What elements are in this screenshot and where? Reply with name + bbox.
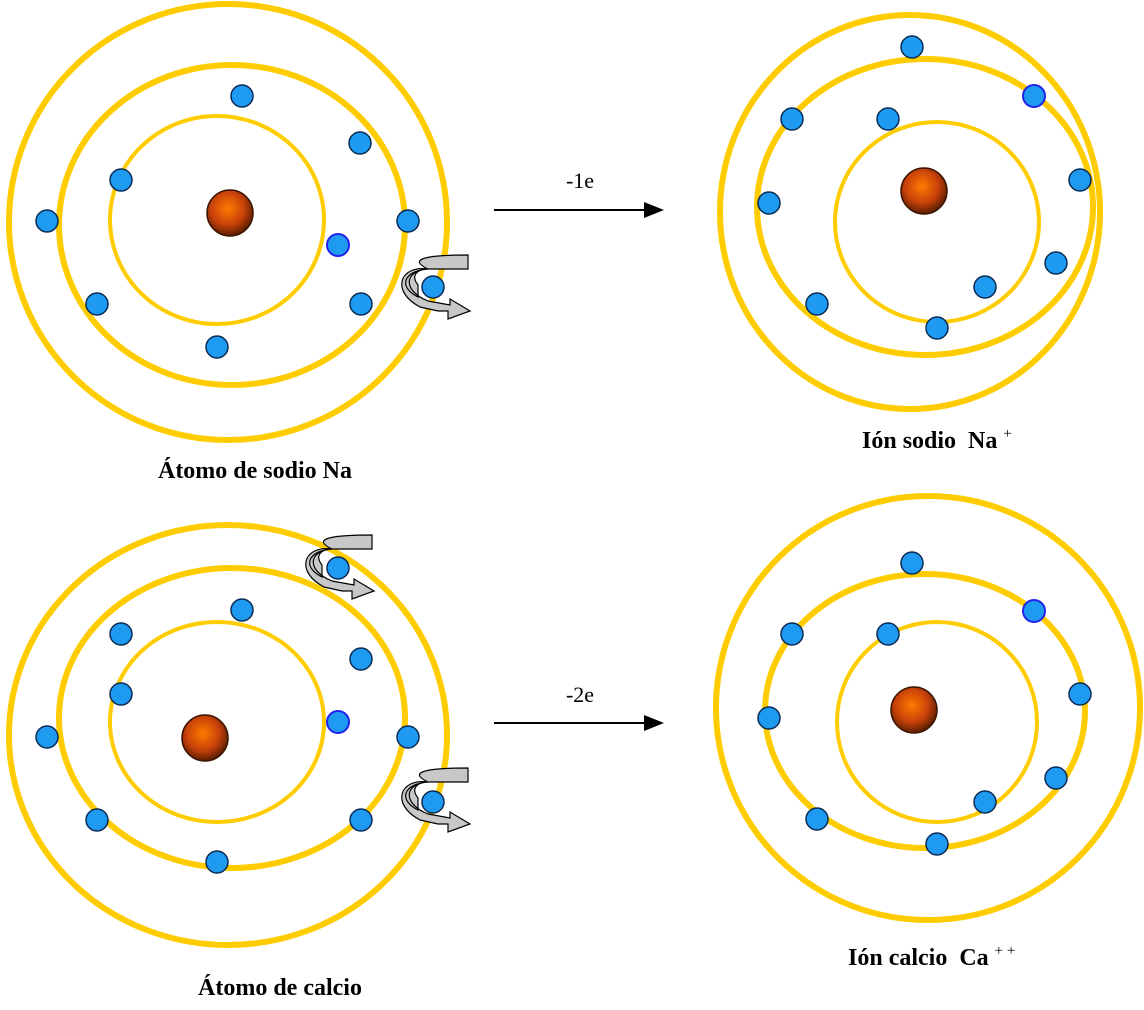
electron [1023,600,1045,622]
electron [806,808,828,830]
label: Átomo de sodio Na [158,458,352,484]
electron [206,336,228,358]
nucleus [182,715,228,761]
orbit [835,122,1039,322]
label-sup: + + [995,943,1016,959]
electron [350,648,372,670]
electron [877,108,899,130]
electron [86,809,108,831]
electron [1045,767,1067,789]
electron [781,623,803,645]
electron [327,557,349,579]
electron [397,210,419,232]
label-text: Ión calcio Ca [848,945,989,971]
orbit [837,622,1037,822]
electron [327,234,349,256]
electron [806,293,828,315]
arrow-label: -1e [566,168,594,193]
electron [1045,252,1067,274]
nucleus [891,687,937,733]
nucleus [901,168,947,214]
electron [758,707,780,729]
electron [397,726,419,748]
electron [974,276,996,298]
electron [231,599,253,621]
electron [901,552,923,574]
electron [36,726,58,748]
electron [758,192,780,214]
label: Átomo de calcio [198,975,362,1001]
electron [422,791,444,813]
electron [110,169,132,191]
electron [877,623,899,645]
electron [422,276,444,298]
diagram: -1e -2e Átomo de sodio Na Ión sodio Na +… [0,0,1144,1010]
electron [1023,85,1045,107]
electron [350,809,372,831]
electron [1069,169,1091,191]
orbit [720,15,1100,409]
electron [781,108,803,130]
electron [231,85,253,107]
label-text: Ión sodio Na [862,428,997,454]
electron [36,210,58,232]
electron [1069,683,1091,705]
electron [349,132,371,154]
label: Ión sodio Na + [862,426,1012,454]
label-sup: + [1003,426,1011,442]
electron [974,791,996,813]
electron [110,683,132,705]
electron [926,833,948,855]
electron [86,293,108,315]
nucleus [207,190,253,236]
electron [110,623,132,645]
label: Ión calcio Ca + + [848,943,1015,971]
electron [350,293,372,315]
arrow-label: -2e [566,682,594,707]
electron [926,317,948,339]
electron [901,36,923,58]
electron [206,851,228,873]
electron [327,711,349,733]
